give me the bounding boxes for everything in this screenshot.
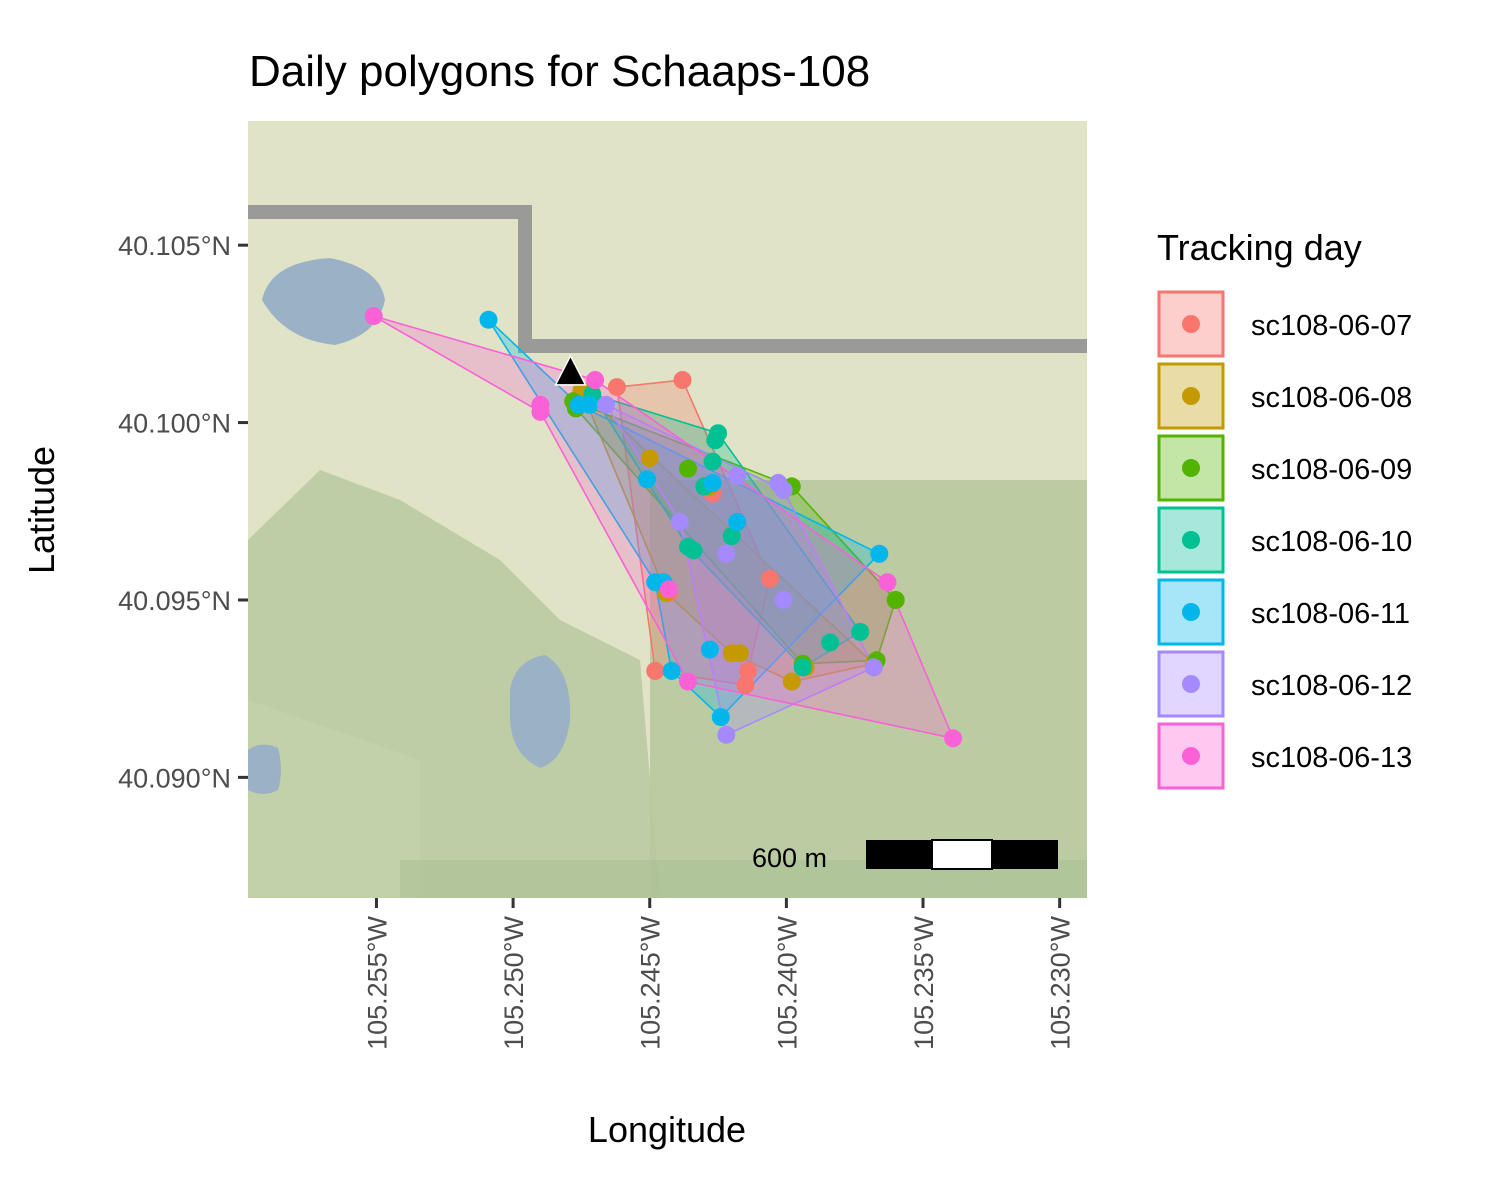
point-sc108-06-07-7 xyxy=(607,378,626,397)
point-sc108-06-12-3 xyxy=(670,512,689,531)
legend-point-sc108-06-08 xyxy=(1182,387,1200,405)
y-tick-label: 40.105°N xyxy=(118,231,231,261)
legend-label-sc108-06-12: sc108-06-12 xyxy=(1251,670,1412,702)
basemap-water-south xyxy=(510,655,571,768)
point-sc108-06-08-1 xyxy=(640,449,659,468)
x-tick-label: 105.245°W xyxy=(636,915,666,1049)
point-sc108-06-11-6 xyxy=(662,661,681,680)
point-sc108-06-12-6 xyxy=(864,658,883,677)
basemap-water-west xyxy=(248,744,281,794)
point-sc108-06-11-9 xyxy=(870,544,889,563)
location-points xyxy=(364,307,963,748)
point-sc108-06-13-6 xyxy=(878,573,897,592)
point-sc108-06-13-5 xyxy=(679,672,697,691)
point-sc108-06-11-3 xyxy=(703,473,722,492)
basemap-road xyxy=(248,205,1087,353)
legend-label-sc108-06-13: sc108-06-13 xyxy=(1251,742,1412,774)
point-sc108-06-11-8 xyxy=(711,708,730,727)
point-sc108-06-12-8 xyxy=(597,395,615,414)
y-tick-label: 40.095°N xyxy=(118,586,231,616)
scale-bar-segment-3 xyxy=(992,840,1058,869)
x-tick-label: 105.230°W xyxy=(1046,915,1076,1049)
point-sc108-06-10-3 xyxy=(703,452,722,471)
point-sc108-06-12-4 xyxy=(717,544,736,563)
point-sc108-06-13-0 xyxy=(364,307,383,326)
point-sc108-06-08-5 xyxy=(782,672,801,691)
basemap-open-strip xyxy=(400,860,1087,898)
point-sc108-06-10-6 xyxy=(684,541,703,560)
point-sc108-06-07-5 xyxy=(739,661,758,680)
polygon-sc108-06-12 xyxy=(603,402,875,736)
scale-bar-label: 600 m xyxy=(752,843,827,873)
y-tick-label: 40.090°N xyxy=(118,763,231,793)
den-marker xyxy=(554,354,587,386)
scale-bar-segment-2 xyxy=(931,839,993,870)
point-sc108-06-11-0 xyxy=(479,310,498,329)
point-sc108-06-09-5 xyxy=(886,591,905,609)
point-sc108-06-11-11 xyxy=(646,573,665,592)
point-sc108-06-13-4 xyxy=(659,580,678,599)
point-sc108-06-08-4 xyxy=(730,644,749,663)
legend-point-sc108-06-12 xyxy=(1182,675,1200,693)
legend-point-sc108-06-07 xyxy=(1182,315,1200,333)
point-sc108-06-07-6 xyxy=(761,569,779,588)
legend-label-sc108-06-08: sc108-06-08 xyxy=(1251,382,1412,414)
point-sc108-06-12-2 xyxy=(774,481,793,499)
basemap-vegetation-south xyxy=(248,700,420,898)
point-sc108-06-13-7 xyxy=(944,729,963,748)
point-sc108-06-11-4 xyxy=(728,512,747,531)
x-tick-label: 105.255°W xyxy=(362,915,392,1049)
point-sc108-06-13-2 xyxy=(531,402,550,421)
point-sc108-06-07-0 xyxy=(673,371,692,389)
legend-label-sc108-06-11: sc108-06-11 xyxy=(1251,598,1410,630)
point-sc108-06-07-1 xyxy=(646,661,665,680)
x-tick-label: 105.240°W xyxy=(772,915,802,1049)
point-sc108-06-10-4 xyxy=(722,527,741,546)
point-sc108-06-11-2 xyxy=(580,395,599,414)
point-sc108-06-07-4 xyxy=(736,676,755,695)
legend-point-sc108-06-11 xyxy=(1182,603,1200,621)
point-sc108-06-13-3 xyxy=(586,371,605,389)
legend-point-sc108-06-13 xyxy=(1182,747,1200,765)
x-tick-label: 105.235°W xyxy=(909,915,939,1049)
y-tick-label: 40.100°N xyxy=(118,409,231,439)
x-axis: 105.255°W 105.250°W 105.245°W 105.240°W 105.… xyxy=(362,898,1076,1050)
basemap-water-north xyxy=(262,258,385,345)
legend-title: Tracking day xyxy=(1157,227,1362,268)
x-tick-label: 105.250°W xyxy=(499,915,529,1049)
y-axis: 40.090°N 40.095°N 40.100°N 40.105°N xyxy=(118,231,248,793)
point-sc108-06-10-7 xyxy=(821,633,840,652)
point-sc108-06-11-7 xyxy=(700,640,719,659)
scale-bar-segment-1 xyxy=(866,840,932,869)
legend-label-sc108-06-09: sc108-06-09 xyxy=(1251,454,1412,486)
legend-label-sc108-06-10: sc108-06-10 xyxy=(1251,526,1412,558)
legend-key-sc108-06-08 xyxy=(1157,362,1225,430)
point-sc108-06-10-9 xyxy=(851,622,870,641)
x-axis-title: Longitude xyxy=(588,1109,746,1150)
legend-label-sc108-06-07: sc108-06-07 xyxy=(1251,310,1412,342)
point-sc108-06-11-10 xyxy=(638,470,656,489)
legend-point-sc108-06-10 xyxy=(1182,531,1200,549)
chart-title: Daily polygons for Schaaps-108 xyxy=(249,47,870,96)
point-sc108-06-12-5 xyxy=(774,591,793,609)
scale-bar: 600 m xyxy=(752,839,1058,873)
den-marker-group xyxy=(554,354,587,386)
point-sc108-06-10-8 xyxy=(793,658,812,677)
point-sc108-06-12-7 xyxy=(717,725,736,744)
basemap-vegetation-east xyxy=(650,480,1087,898)
legend-point-sc108-06-09 xyxy=(1182,459,1200,477)
y-axis-title: Latitude xyxy=(21,446,62,574)
basemap xyxy=(248,121,1087,898)
point-sc108-06-10-2 xyxy=(706,431,725,450)
legend: sc108-06-07 sc108-06-08 sc108-06-09 sc108-0… xyxy=(1157,290,1412,790)
point-sc108-06-09-2 xyxy=(679,459,697,478)
point-sc108-06-12-0 xyxy=(728,466,747,485)
